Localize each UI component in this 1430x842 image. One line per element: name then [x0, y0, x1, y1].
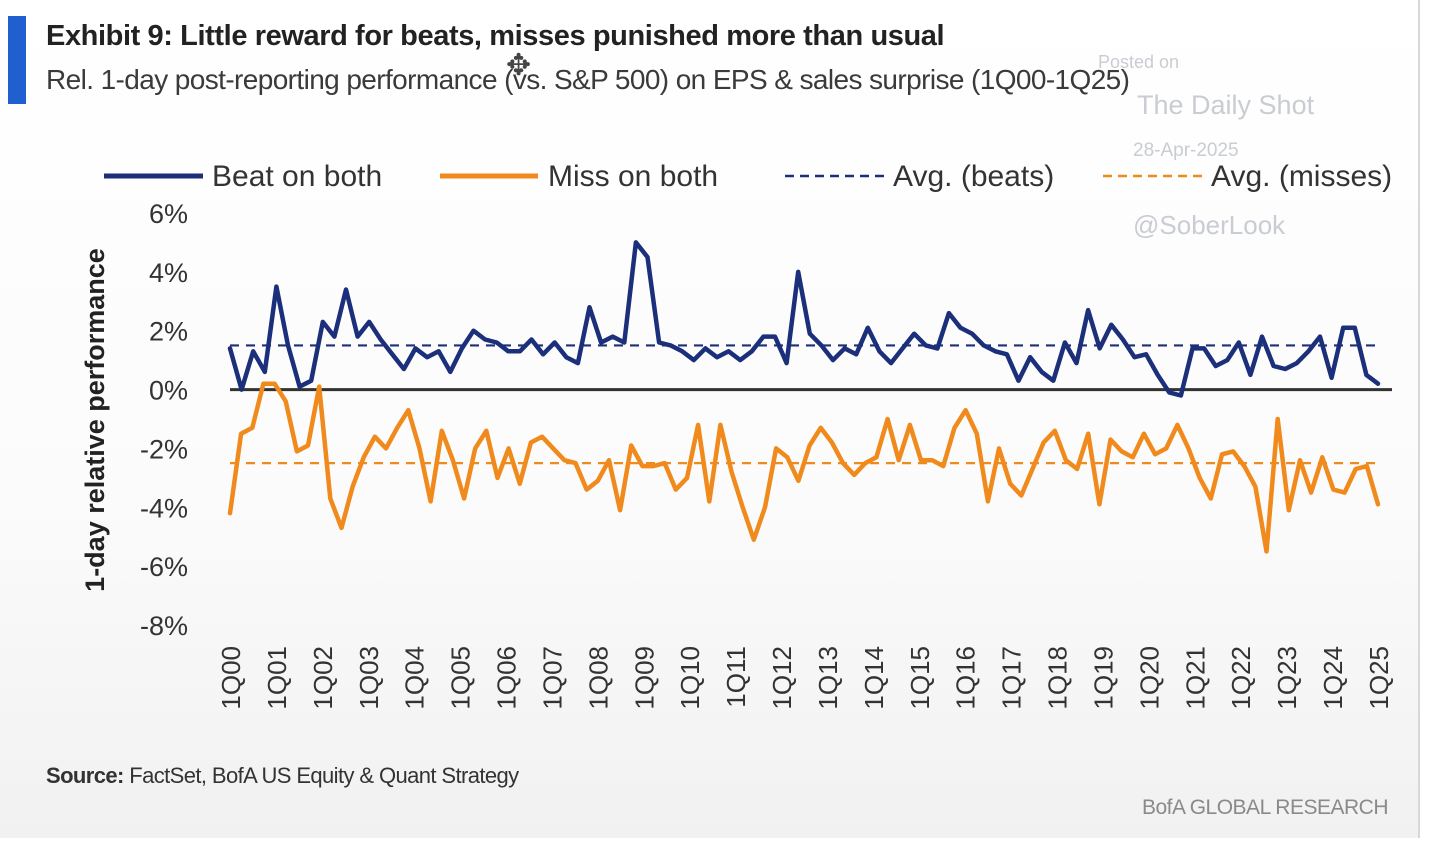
- watermark-posted-on: Posted on: [1098, 52, 1180, 72]
- legend-label: Miss on both: [548, 160, 718, 193]
- chart-title: Exhibit 9: Little reward for beats, miss…: [46, 20, 945, 52]
- x-tick-label: 1Q17: [997, 646, 1027, 710]
- y-tick-label: -2%: [140, 434, 188, 464]
- x-tick-label: 1Q05: [446, 646, 476, 710]
- watermark-date: 28-Apr-2025: [1133, 140, 1239, 161]
- x-tick-label: 1Q11: [721, 646, 751, 708]
- x-tick-label: 1Q03: [354, 646, 384, 710]
- x-tick-label: 1Q02: [308, 646, 338, 710]
- y-tick-label: -4%: [140, 493, 188, 523]
- x-tick-label: 1Q10: [675, 646, 705, 710]
- y-tick-label: 6%: [149, 199, 188, 229]
- line-chart: 1-day relative performance 6% 4% 2% 0% -2% -4%…: [80, 160, 1394, 710]
- y-axis-title: 1-day relative performance: [80, 248, 110, 592]
- watermark-handle: @SoberLook: [1133, 210, 1286, 240]
- move-cursor-icon: ✥: [506, 49, 532, 82]
- x-tick-label: 1Q04: [400, 646, 430, 710]
- x-tick-label: 1Q15: [905, 646, 935, 710]
- y-tick-label: 2%: [149, 317, 188, 347]
- x-tick-label: 1Q19: [1088, 646, 1118, 710]
- legend-label: Avg. (beats): [893, 160, 1054, 193]
- x-tick-label: 1Q13: [813, 646, 843, 710]
- x-tick-label: 1Q12: [767, 646, 797, 710]
- chart-subtitle: Rel. 1-day post-reporting performance (v…: [46, 64, 1130, 95]
- x-tick-label: 1Q16: [951, 646, 981, 710]
- brand-logo-text: BofA GLOBAL RESEARCH: [1142, 796, 1389, 819]
- x-tick-label: 1Q00: [216, 646, 246, 710]
- source-note: Source: FactSet, BofA US Equity & Quant …: [46, 763, 519, 789]
- y-tick-label: 0%: [149, 376, 188, 406]
- x-tick-label: 1Q07: [537, 646, 567, 710]
- x-tick-label: 1Q23: [1272, 646, 1302, 710]
- legend-label: Avg. (misses): [1211, 160, 1392, 193]
- x-tick-label: 1Q01: [262, 646, 292, 710]
- series-line-beat-on-both: [227, 240, 1381, 398]
- x-tick-label: 1Q18: [1043, 646, 1073, 710]
- x-tick-label: 1Q24: [1318, 646, 1348, 710]
- y-tick-label: 4%: [149, 258, 188, 288]
- x-tick-label: 1Q14: [859, 646, 889, 710]
- y-tick-label: -6%: [140, 552, 188, 582]
- x-tick-label: 1Q21: [1180, 646, 1210, 710]
- source-label: Source:: [46, 763, 124, 788]
- watermark-daily-shot: The Daily Shot: [1137, 90, 1315, 120]
- series-line-miss-on-both: [227, 381, 1381, 554]
- x-tick-label: 1Q25: [1364, 646, 1394, 710]
- source-text: FactSet, BofA US Equity & Quant Strategy: [129, 763, 519, 788]
- x-tick-label: 1Q20: [1134, 646, 1164, 710]
- x-tick-label: 1Q06: [492, 646, 522, 710]
- y-tick-label: -8%: [140, 611, 188, 641]
- x-tick-label: 1Q22: [1226, 646, 1256, 710]
- accent-bar: [8, 16, 26, 104]
- x-tick-label: 1Q09: [629, 646, 659, 710]
- x-tick-label: 1Q08: [583, 646, 613, 710]
- legend-label: Beat on both: [212, 160, 382, 193]
